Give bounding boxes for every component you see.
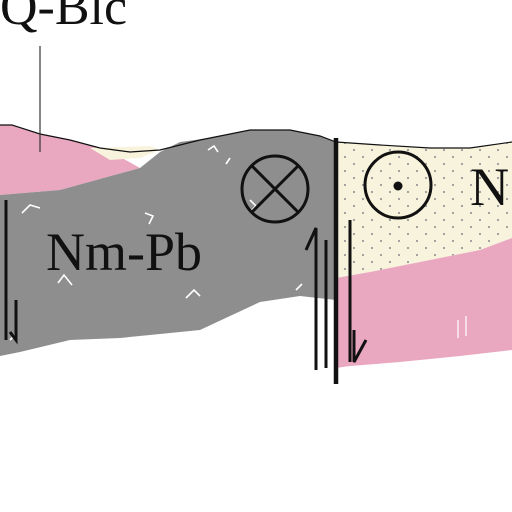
dot-in-circle-icon: [363, 150, 433, 220]
gray-unit-ticks: [9, 144, 303, 341]
right-pink-marks: [457, 316, 467, 338]
gray-unit-nm-pb: [0, 130, 336, 356]
right-pink-unit: [336, 238, 512, 368]
label-right-unit: N: [470, 157, 509, 217]
right-fault-arrows: [348, 220, 368, 363]
label-q-blc: Q-Blc: [0, 0, 127, 36]
top-surface-line: [0, 124, 512, 153]
right-stipple: [336, 142, 512, 278]
label-nm-pb: Nm-Pb: [46, 222, 202, 282]
cross-in-circle-icon: [240, 154, 310, 224]
left-pink-unit: [0, 125, 140, 195]
left-fault-arrows: [4, 200, 328, 370]
